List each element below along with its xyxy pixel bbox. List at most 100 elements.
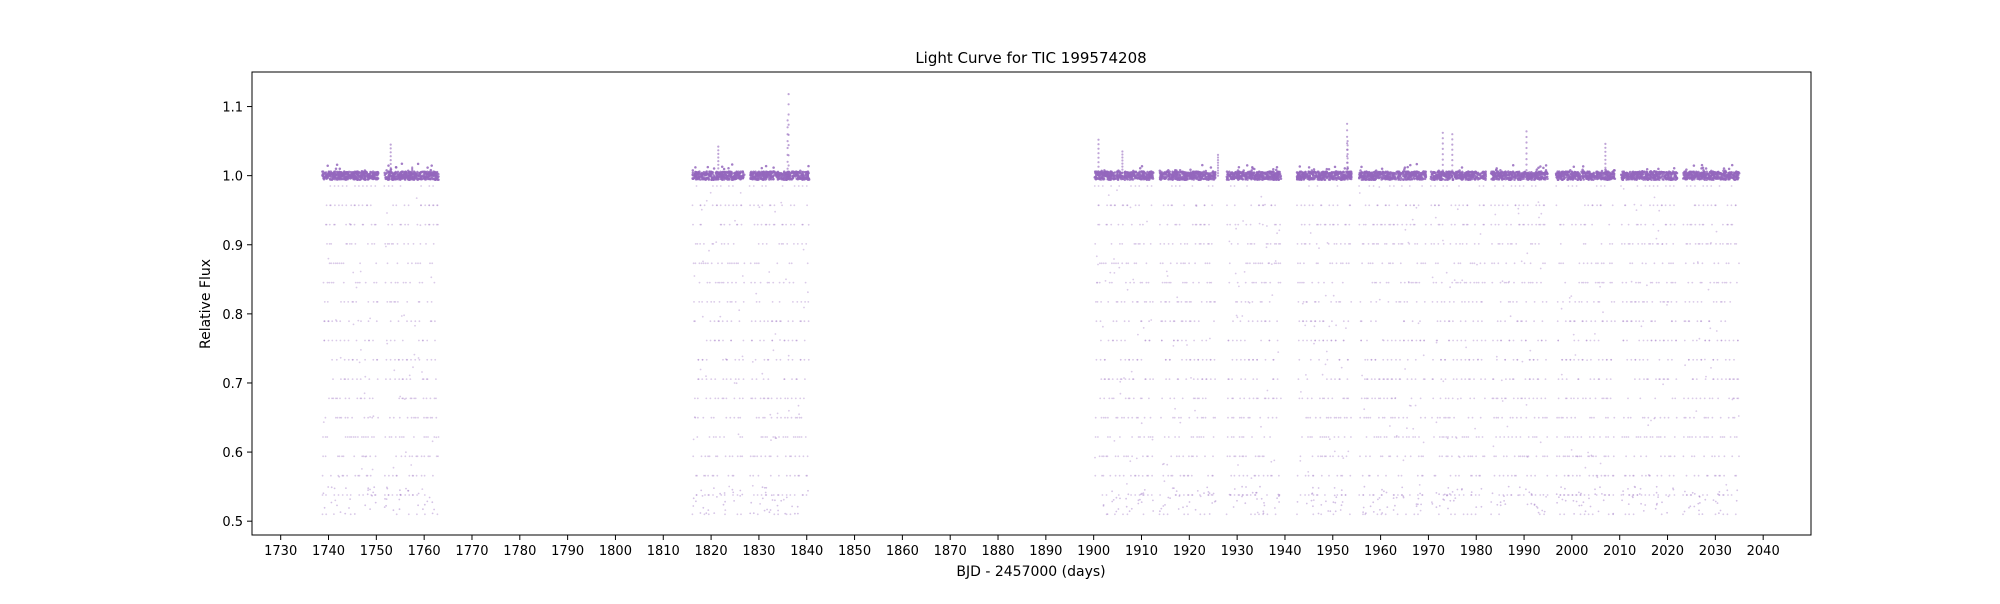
dip-point (741, 493, 744, 496)
dip-point (430, 301, 433, 303)
dip-point (787, 339, 790, 342)
dip-point (750, 320, 753, 323)
dip-point (1334, 501, 1337, 504)
baseline-point (714, 177, 717, 181)
dip-point (783, 378, 786, 380)
dip-point (790, 223, 792, 226)
dip-point (389, 416, 391, 419)
dip-point (716, 455, 719, 458)
dip-point (1270, 204, 1273, 207)
dip-point (705, 397, 708, 400)
dip-point (1165, 378, 1167, 380)
dip-point (1320, 204, 1323, 207)
dip-point (694, 397, 696, 400)
dip-point (396, 262, 399, 265)
dip-point (1201, 358, 1204, 361)
dip-point (332, 262, 335, 265)
dip-point (324, 455, 327, 458)
dip-point (1093, 185, 1096, 187)
dip-point (789, 204, 792, 207)
dip-point (1232, 436, 1235, 438)
dip-point (1167, 496, 1170, 499)
dip-point (1164, 358, 1167, 361)
baseline-point (1094, 171, 1097, 174)
dip-point (698, 262, 701, 265)
dip-point (797, 404, 800, 407)
dip-point (700, 455, 703, 458)
dip-point (1257, 397, 1259, 400)
dip-point (1163, 243, 1166, 245)
dip-point (1231, 358, 1234, 361)
dip-point (344, 512, 347, 515)
baseline-point (1229, 172, 1232, 176)
dip-point (729, 378, 732, 380)
dip-point (1244, 301, 1247, 303)
dip-point (1325, 455, 1327, 458)
dip-point (348, 223, 351, 225)
dip-point (412, 243, 415, 245)
baseline-point (792, 171, 796, 174)
dip-point (754, 320, 757, 323)
dip-point (1161, 281, 1164, 284)
dip-point (1128, 397, 1131, 400)
dip-point (338, 455, 341, 458)
baseline-point (698, 170, 701, 173)
dip-point (1134, 185, 1137, 187)
dip-point (763, 486, 766, 489)
dip-point (1300, 391, 1302, 393)
dip-point (336, 504, 338, 507)
dip-point (791, 320, 794, 323)
dip-point (1099, 397, 1102, 400)
dip-point (1279, 262, 1282, 265)
dip-point (759, 339, 761, 342)
dip-point (1197, 358, 1200, 361)
dip-point (768, 511, 771, 514)
dip-point (411, 262, 413, 265)
baseline-point (387, 164, 390, 167)
dip-point (1306, 339, 1308, 342)
dip-point (1166, 223, 1169, 226)
dip-point (1327, 243, 1330, 245)
dip-point (321, 474, 324, 477)
baseline-point (694, 177, 698, 181)
baseline-point (1276, 171, 1280, 174)
dip-point (424, 513, 426, 516)
dip-point (356, 397, 359, 400)
dip-point (355, 301, 358, 303)
dip-point (330, 501, 333, 504)
dip-point (1174, 407, 1176, 410)
dip-point (1240, 358, 1242, 361)
dip-point (1279, 243, 1282, 245)
dip-point (1264, 203, 1266, 206)
dip-point (1228, 262, 1231, 265)
dip-point (346, 474, 348, 477)
dip-point (389, 301, 391, 303)
dip-point (357, 319, 360, 322)
baseline-point (1116, 178, 1120, 181)
dip-point (763, 339, 765, 342)
dip-point (1107, 339, 1110, 342)
dip-point (722, 378, 725, 380)
dip-point (1230, 474, 1233, 477)
dip-point (395, 204, 398, 207)
dip-point (1337, 223, 1339, 226)
baseline-point (404, 171, 407, 175)
dip-point (1143, 243, 1145, 245)
dip-point (1333, 243, 1336, 245)
dip-point (1131, 455, 1133, 458)
baseline-point (1333, 176, 1336, 179)
dip-point (1194, 243, 1197, 245)
dip-point (364, 504, 367, 507)
dip-point (1337, 436, 1340, 438)
baseline-point (369, 170, 373, 174)
dip-point (1120, 339, 1123, 342)
dip-point (743, 262, 746, 265)
dip-point (1233, 474, 1236, 477)
baseline-point (372, 172, 376, 176)
dip-point (1177, 508, 1180, 510)
dip-point (1105, 223, 1108, 226)
baseline-point (349, 176, 352, 179)
dip-point (801, 243, 803, 245)
dip-point (1307, 474, 1310, 477)
dip-point (787, 320, 790, 323)
